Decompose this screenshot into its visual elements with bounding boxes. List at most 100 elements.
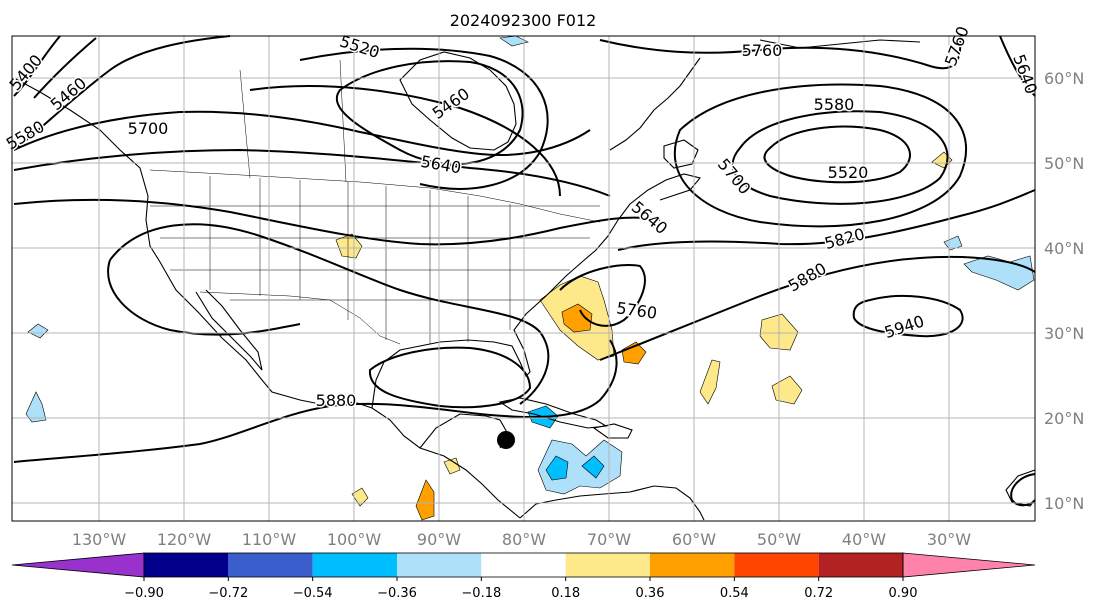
anomaly-negative-caribbean-core-1 — [545, 455, 569, 481]
anomaly-negative-hudson — [499, 35, 529, 47]
colorbar-tick-label: −0.90 — [124, 586, 164, 601]
contour-atlantic-low-3 — [673, 83, 967, 228]
colorbar-bin — [397, 553, 482, 577]
coast-labrador — [609, 57, 701, 151]
anomaly-negative-pacific-1 — [25, 391, 47, 423]
contour-5940 — [852, 294, 964, 338]
colorbar-bin — [312, 553, 397, 577]
contour-atlantic-low-1 — [731, 110, 949, 205]
anomaly-negative-caribbean — [537, 439, 623, 495]
contour-5640-east — [999, 35, 1036, 97]
lon-label: 120°W — [157, 530, 212, 549]
border-canada-prov — [339, 59, 347, 183]
lon-label: 40°W — [842, 530, 886, 549]
colorbar-bin — [650, 553, 735, 577]
contour-5460-west — [33, 37, 97, 99]
anomaly-positive-centralam — [415, 479, 435, 521]
colorbar-tick-label: −0.54 — [293, 586, 333, 601]
coast-baja — [195, 289, 263, 371]
colorbar-tick-label: −0.18 — [461, 586, 501, 601]
colorbar: −0.90 −0.72 −0.54 −0.36 −0.18 0.18 0.36 0.54 0.7… — [11, 552, 1036, 601]
contour-label: 5520 — [828, 163, 869, 182]
contour-label: 5700 — [128, 119, 169, 138]
contour-label: 5640 — [419, 152, 462, 178]
anomaly-positive-atlantic-4 — [621, 341, 647, 365]
map-title: 2024092300 F012 — [450, 11, 597, 30]
lat-label: 10°N — [1044, 494, 1084, 513]
contour-gulf-high — [368, 346, 532, 409]
lat-label: 60°N — [1044, 69, 1084, 88]
colorbar-tick-label: −0.36 — [377, 586, 417, 601]
colorbar-tick-label: 0.54 — [720, 586, 749, 601]
contour-atlantic-low-2 — [763, 125, 911, 184]
lon-label: 90°W — [417, 530, 461, 549]
graticule — [12, 36, 1035, 521]
coast-iberia-africa — [1005, 469, 1036, 507]
lon-label: 70°W — [587, 530, 631, 549]
anomaly-negative-caribbean-core-2 — [581, 455, 605, 479]
anomaly-positive-pacific — [351, 487, 369, 507]
political-borders — [149, 59, 601, 345]
coast-hudson — [399, 51, 517, 151]
colorbar-extend-low — [11, 552, 145, 578]
contour-5700-west — [13, 110, 591, 156]
contour-ridge-south — [107, 259, 301, 336]
colorbar-bin — [818, 553, 903, 577]
contour-ridge-west — [109, 223, 550, 405]
anomaly-positive-atlantic-3 — [699, 359, 721, 405]
colorbar-tick-label: 0.18 — [551, 586, 580, 601]
colorbar-bin — [144, 553, 229, 577]
coast-west — [13, 77, 521, 519]
contour-5760-mid — [13, 198, 661, 246]
colorbar-tick-label: 0.36 — [636, 586, 665, 601]
contour-5520 — [13, 35, 61, 97]
anomaly-negative-pacific-2 — [27, 323, 49, 339]
lat-label: 50°N — [1044, 154, 1084, 173]
map-frame — [11, 35, 1036, 522]
colorbar-tick-label: −0.72 — [208, 586, 248, 601]
colorbar-frame — [143, 552, 904, 578]
colorbar-tick-label: 0.90 — [889, 586, 918, 601]
border-canada-prov-2 — [239, 69, 251, 179]
colorbar-bin — [565, 553, 650, 577]
contour-5640-north — [249, 85, 561, 197]
contour-label: 5580 — [814, 95, 855, 114]
contour-label: 5760 — [742, 41, 783, 60]
colorbar-extend-high — [902, 552, 1036, 578]
colorbar-tick-label: 0.72 — [804, 586, 833, 601]
contour-5760-north-atl — [599, 35, 962, 70]
lon-label: 60°W — [672, 530, 716, 549]
colorbar-bin — [228, 553, 313, 577]
contour-5640-mid — [13, 148, 611, 197]
lat-label: 40°N — [1044, 239, 1084, 258]
coast-northeast — [617, 173, 701, 221]
latitude-axis: 60°N 50°N 40°N 30°N 20°N 10°N — [1044, 69, 1084, 513]
lon-label: 110°W — [242, 530, 297, 549]
lat-label: 30°N — [1044, 324, 1084, 343]
contour-label: 5880 — [316, 391, 357, 410]
contour-5820 — [617, 189, 1036, 251]
contour-hudson-low — [335, 60, 524, 165]
coast-hispaniola — [592, 423, 633, 439]
colorbar-bin — [734, 553, 819, 577]
lat-label: 20°N — [1044, 409, 1084, 428]
anomaly-positive-core — [561, 303, 593, 333]
lon-label: 80°W — [502, 530, 546, 549]
lon-label: 100°W — [327, 530, 382, 549]
coast-greenland — [759, 39, 921, 49]
longitude-axis: 130°W 120°W 110°W 100°W 90°W 80°W 70°W 6… — [72, 530, 971, 549]
contour-5580-west — [13, 35, 231, 151]
contour-5760-trough — [559, 264, 646, 327]
storm-center-marker — [497, 431, 515, 449]
contour-5460-hudson — [299, 47, 549, 190]
colorbar-bin — [481, 553, 566, 577]
contour-5880-gulf — [13, 339, 618, 463]
lon-label: 130°W — [72, 530, 127, 549]
map-panel: 5520 5400 5460 5580 5700 5460 5640 5760 … — [1, 22, 1043, 522]
contour-5880-east — [599, 255, 1036, 361]
anomaly-positive-gulf — [443, 457, 461, 475]
border-us-canada — [149, 169, 601, 223]
coast-newfoundland — [663, 139, 699, 169]
contour-east-edge — [1010, 473, 1036, 507]
